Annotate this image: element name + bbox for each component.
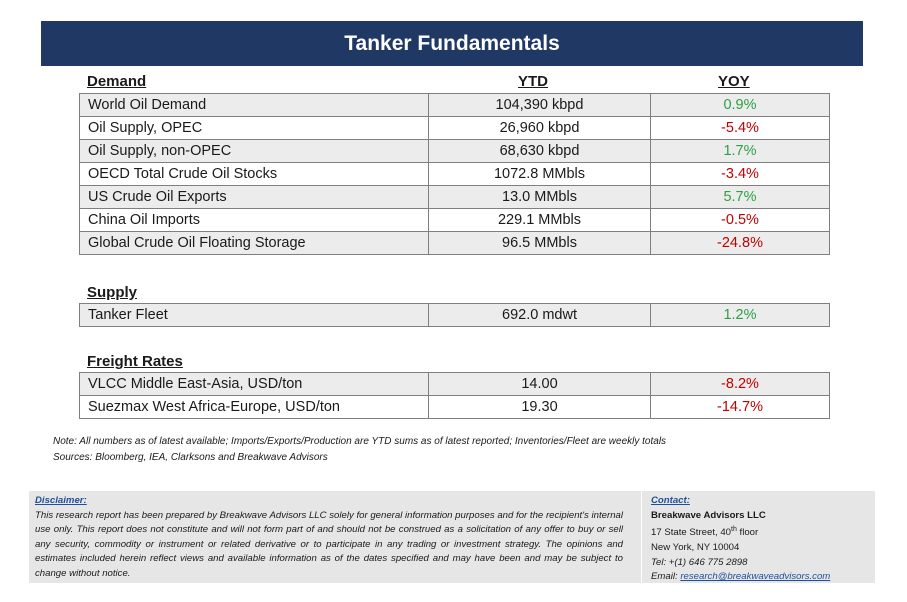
address-street: 17 State Street, 40 <box>651 527 732 539</box>
disclaimer-text: This research report has been prepared b… <box>35 509 623 579</box>
contact-heading: Contact: <box>651 495 690 506</box>
contact-phone: Tel: +(1) 646 775 2898 <box>651 556 748 568</box>
supply-header: Supply <box>87 284 138 301</box>
ytd-column-header: YTD <box>518 73 548 90</box>
row-ytd-value: 229.1 MMbls <box>428 208 651 232</box>
disclaimer-heading: Disclaimer: <box>35 495 87 506</box>
row-yoy-value: -3.4% <box>650 162 830 186</box>
table-row: Oil Supply, OPEC 26,960 kbpd -5.4% <box>79 116 830 140</box>
row-label: Suezmax West Africa-Europe, USD/ton <box>79 395 429 419</box>
freight-rates-header: Freight Rates <box>87 353 183 370</box>
sources-text: Sources: Bloomberg, IEA, Clarksons and B… <box>53 452 328 463</box>
yoy-column-header: YOY <box>718 73 750 90</box>
row-label: Oil Supply, OPEC <box>79 116 429 140</box>
row-label: Tanker Fleet <box>79 303 429 327</box>
row-ytd-value: 104,390 kbpd <box>428 93 651 117</box>
table-row: Oil Supply, non-OPEC 68,630 kbpd 1.7% <box>79 139 830 163</box>
note-text: Note: All numbers as of latest available… <box>53 436 667 447</box>
contact-email-line: Email: research@breakwaveadvisors.com <box>651 570 871 585</box>
table-row: OECD Total Crude Oil Stocks 1072.8 MMbls -… <box>79 162 830 186</box>
page-title: Tanker Fundamentals <box>41 21 863 66</box>
row-ytd-value: 1072.8 MMbls <box>428 162 651 186</box>
disclaimer-section: Disclaimer: This research report has bee… <box>35 494 623 582</box>
supply-table: Tanker Fleet 692.0 mdwt 1.2% <box>79 303 830 327</box>
row-label: US Crude Oil Exports <box>79 185 429 209</box>
row-yoy-value: 0.9% <box>650 93 830 117</box>
address-floor-suffix: th <box>731 526 737 534</box>
table-row: US Crude Oil Exports 13.0 MMbls 5.7% <box>79 185 830 209</box>
row-yoy-value: 1.7% <box>650 139 830 163</box>
row-yoy-value: -5.4% <box>650 116 830 140</box>
demand-table: World Oil Demand 104,390 kbpd 0.9% Oil Supp… <box>79 93 830 255</box>
freight-rates-table: VLCC Middle East-Asia, USD/ton 14.00 -8.2%… <box>79 372 830 419</box>
row-yoy-value: -8.2% <box>650 372 830 396</box>
disclaimer-divider <box>641 491 642 583</box>
table-row: VLCC Middle East-Asia, USD/ton 14.00 -8.2% <box>79 372 830 396</box>
row-yoy-value: 5.7% <box>650 185 830 209</box>
contact-company: Breakwave Advisors LLC <box>651 509 766 521</box>
row-label: Global Crude Oil Floating Storage <box>79 231 429 255</box>
row-ytd-value: 692.0 mdwt <box>428 303 651 327</box>
row-label: China Oil Imports <box>79 208 429 232</box>
row-label: Oil Supply, non-OPEC <box>79 139 429 163</box>
table-row: Tanker Fleet 692.0 mdwt 1.2% <box>79 303 830 327</box>
contact-address-line1: 17 State Street, 40th floor <box>651 523 871 541</box>
row-label: OECD Total Crude Oil Stocks <box>79 162 429 186</box>
table-row: World Oil Demand 104,390 kbpd 0.9% <box>79 93 830 117</box>
row-ytd-value: 13.0 MMbls <box>428 185 651 209</box>
demand-header: Demand <box>87 73 147 90</box>
row-yoy-value: -14.7% <box>650 395 830 419</box>
row-ytd-value: 19.30 <box>428 395 651 419</box>
table-row: Global Crude Oil Floating Storage 96.5 MM… <box>79 231 830 255</box>
contact-section: Contact: Breakwave Advisors LLC 17 State… <box>651 494 871 585</box>
row-ytd-value: 26,960 kbpd <box>428 116 651 140</box>
email-label: Email: <box>651 571 681 583</box>
row-yoy-value: -24.8% <box>650 231 830 255</box>
row-label: World Oil Demand <box>79 93 429 117</box>
email-link[interactable]: research@breakwaveadvisors.com <box>680 571 831 583</box>
row-ytd-value: 96.5 MMbls <box>428 231 651 255</box>
row-yoy-value: -0.5% <box>650 208 830 232</box>
disclaimer-box: Disclaimer: This research report has bee… <box>29 491 875 583</box>
contact-address-line2: New York, NY 10004 <box>651 541 740 553</box>
table-row: Suezmax West Africa-Europe, USD/ton 19.30… <box>79 395 830 419</box>
row-label: VLCC Middle East-Asia, USD/ton <box>79 372 429 396</box>
row-yoy-value: 1.2% <box>650 303 830 327</box>
row-ytd-value: 68,630 kbpd <box>428 139 651 163</box>
address-floor: floor <box>736 527 759 539</box>
row-ytd-value: 14.00 <box>428 372 651 396</box>
table-row: China Oil Imports 229.1 MMbls -0.5% <box>79 208 830 232</box>
